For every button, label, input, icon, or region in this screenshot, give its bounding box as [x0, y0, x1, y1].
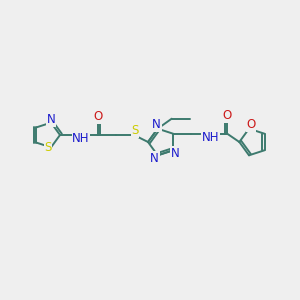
- Text: N: N: [46, 113, 56, 126]
- Text: O: O: [246, 118, 256, 131]
- Text: O: O: [93, 110, 103, 124]
- Text: NH: NH: [202, 131, 219, 144]
- Text: N: N: [150, 152, 159, 165]
- Text: S: S: [131, 124, 139, 137]
- Text: N: N: [171, 147, 180, 160]
- Text: N: N: [152, 118, 161, 131]
- Text: NH: NH: [72, 132, 90, 145]
- Text: O: O: [223, 109, 232, 122]
- Text: S: S: [44, 141, 52, 154]
